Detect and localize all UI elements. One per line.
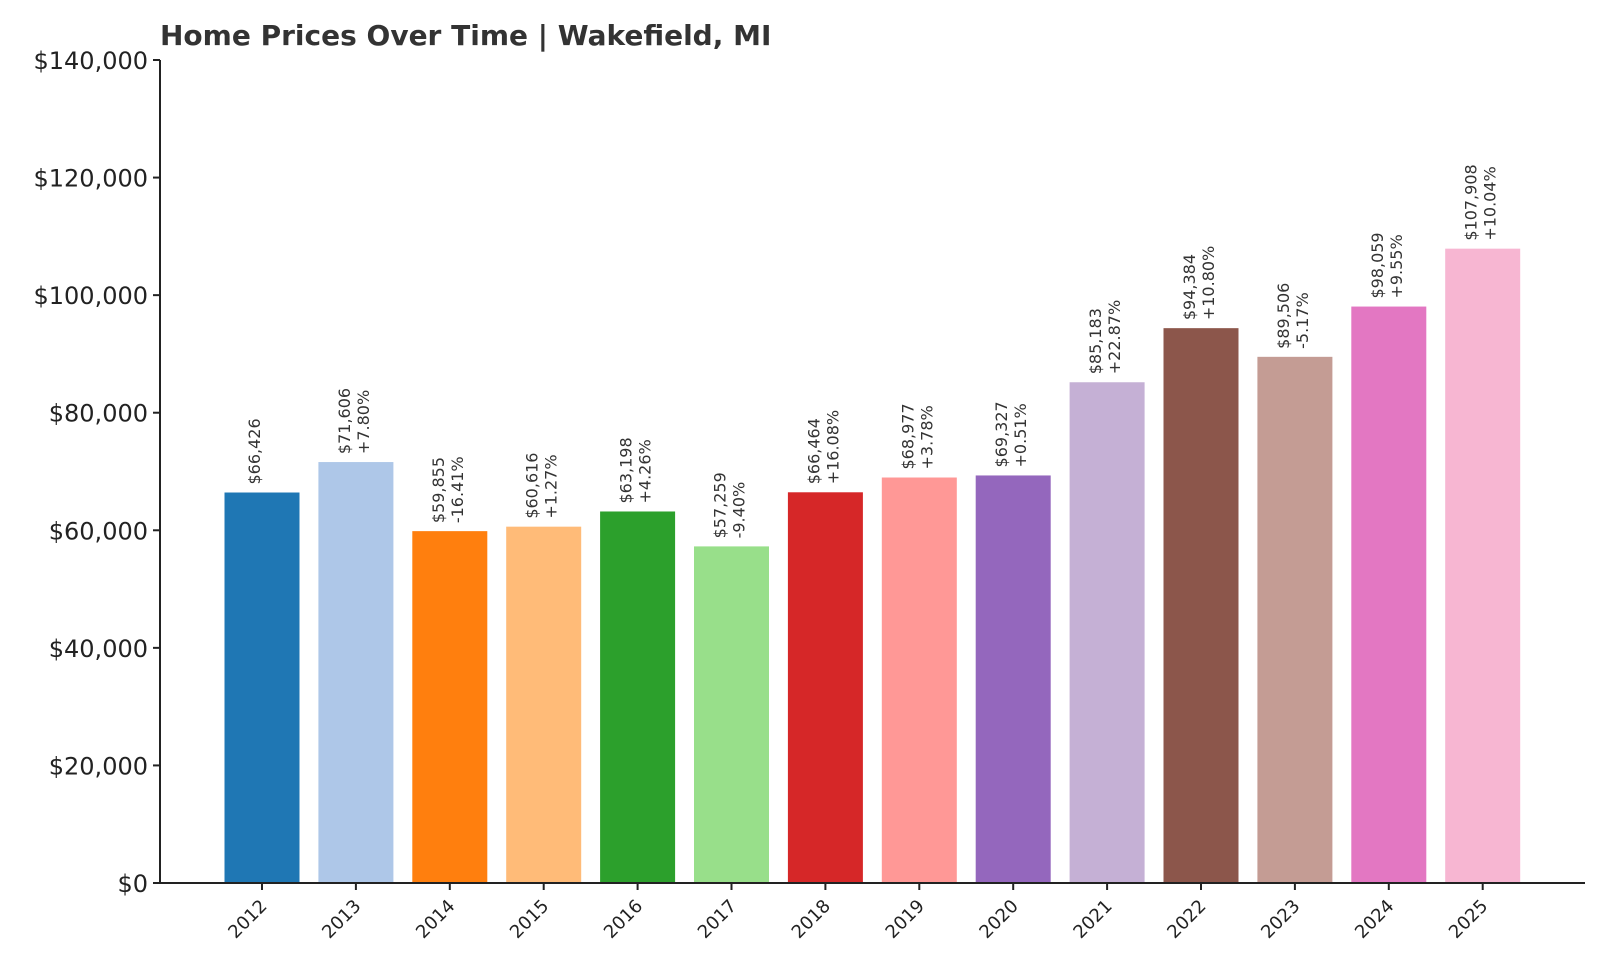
bar-value-label: $89,506 bbox=[1274, 283, 1293, 349]
y-tick-label: $120,000 bbox=[33, 165, 148, 193]
y-tick-label: $20,000 bbox=[49, 752, 148, 780]
bar-change-label: -5.17% bbox=[1293, 292, 1312, 349]
y-tick-label: $140,000 bbox=[33, 47, 148, 75]
bar-value-label: $98,059 bbox=[1368, 232, 1387, 298]
bar-value-label: $66,464 bbox=[804, 418, 823, 484]
bar-labels: $66,426 $71,606 +7.80% $59,855 -16.41% $60,61… bbox=[245, 164, 1500, 538]
bar-value-label: $107,908 bbox=[1462, 164, 1481, 240]
x-tick-label: 2023 bbox=[1257, 896, 1304, 943]
bar-change-label: -9.40% bbox=[730, 482, 749, 539]
bar-change-label: +10.80% bbox=[1199, 246, 1218, 320]
bar bbox=[1257, 356, 1333, 883]
bar-value-label: $69,327 bbox=[992, 401, 1011, 467]
bar bbox=[1163, 328, 1239, 883]
bar-value-label: $68,977 bbox=[898, 403, 917, 469]
x-axis: 2012 2013 2014 2015 2016 2017 2018 2019 2020 2021… bbox=[160, 882, 1585, 943]
bar-change-label: -16.41% bbox=[448, 456, 467, 523]
bar bbox=[975, 475, 1051, 883]
bar-value-label: $71,606 bbox=[335, 388, 354, 454]
y-axis: $0 $20,000 $40,000 $60,000 $80,000 $100,000 $1… bbox=[33, 47, 161, 898]
bar bbox=[787, 492, 863, 883]
bar bbox=[694, 546, 769, 883]
x-tick-label: 2018 bbox=[788, 896, 835, 943]
bar bbox=[1069, 382, 1145, 883]
y-tick-label: $0 bbox=[117, 870, 148, 898]
bar-change-label: +4.26% bbox=[636, 439, 655, 503]
x-tick-label: 2014 bbox=[412, 896, 459, 943]
bar bbox=[224, 492, 300, 883]
bar bbox=[1445, 248, 1521, 883]
bar bbox=[600, 511, 676, 883]
x-tick-label: 2021 bbox=[1069, 896, 1116, 943]
bar-change-label: +7.80% bbox=[354, 390, 373, 454]
bars bbox=[224, 248, 1521, 883]
bar bbox=[318, 462, 394, 883]
bar-value-label: $94,384 bbox=[1180, 254, 1199, 320]
bar-change-label: +3.78% bbox=[917, 405, 936, 469]
x-tick-label: 2025 bbox=[1445, 896, 1492, 943]
bar-value-label: $66,426 bbox=[245, 418, 264, 484]
bar bbox=[1351, 306, 1427, 883]
x-tick-label: 2022 bbox=[1163, 896, 1210, 943]
x-tick-label: 2024 bbox=[1351, 896, 1398, 943]
chart-title: Home Prices Over Time | Wakefield, MI bbox=[160, 19, 771, 52]
bar-value-label: $85,183 bbox=[1086, 308, 1105, 374]
bar bbox=[881, 477, 957, 883]
y-tick-label: $60,000 bbox=[49, 517, 148, 545]
bar-value-label: $60,616 bbox=[523, 452, 542, 518]
bar-change-label: +22.87% bbox=[1105, 300, 1124, 374]
x-tick-label: 2016 bbox=[600, 896, 647, 943]
bar-value-label: $63,198 bbox=[617, 437, 636, 503]
bar-change-label: +1.27% bbox=[542, 454, 561, 518]
bar bbox=[506, 526, 582, 883]
x-tick-label: 2017 bbox=[694, 896, 741, 943]
y-tick-label: $40,000 bbox=[49, 635, 148, 663]
bar bbox=[412, 531, 488, 883]
bar-change-label: +9.55% bbox=[1387, 234, 1406, 298]
x-tick-label: 2012 bbox=[224, 896, 271, 943]
bar-value-label: $59,855 bbox=[429, 457, 448, 523]
bar-change-label: +16.08% bbox=[823, 410, 842, 484]
y-tick-label: $80,000 bbox=[49, 400, 148, 428]
bar-change-label: +0.51% bbox=[1011, 403, 1030, 467]
bar-value-label: $57,259 bbox=[711, 472, 730, 538]
x-tick-label: 2015 bbox=[506, 896, 553, 943]
x-tick-label: 2013 bbox=[318, 896, 365, 943]
y-tick-label: $100,000 bbox=[33, 282, 148, 310]
x-tick-label: 2019 bbox=[882, 896, 929, 943]
x-tick-label: 2020 bbox=[975, 896, 1022, 943]
bar-change-label: +10.04% bbox=[1481, 166, 1500, 240]
